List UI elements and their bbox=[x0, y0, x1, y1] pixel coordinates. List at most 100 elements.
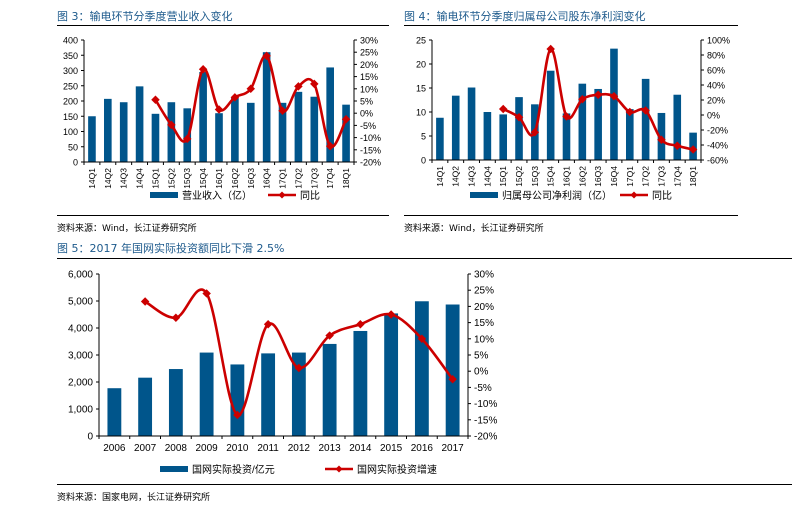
line-marker bbox=[448, 375, 457, 384]
figure-4-title: 图 4：输电环节分季度归属母公司股东净利润变化 bbox=[404, 10, 646, 23]
x-tick-label: 15Q3 bbox=[530, 166, 540, 187]
x-tick-label: 16Q2 bbox=[577, 166, 587, 187]
x-tick-label: 2011 bbox=[257, 443, 279, 454]
y-left-tick-label: 0 bbox=[421, 156, 426, 166]
bar bbox=[278, 102, 287, 162]
line-marker bbox=[202, 289, 211, 298]
bar bbox=[610, 48, 618, 160]
bar bbox=[135, 86, 144, 162]
legend-bar-label: 营业收入（亿） bbox=[182, 189, 252, 202]
bar bbox=[230, 364, 245, 436]
y-right-tick-label: -60% bbox=[707, 156, 728, 166]
bar bbox=[578, 83, 587, 160]
line-marker bbox=[278, 106, 287, 116]
line-marker bbox=[246, 84, 256, 94]
y-right-tick-label: 25% bbox=[360, 48, 378, 58]
y-left-tick-label: 50 bbox=[68, 142, 78, 152]
line-marker bbox=[294, 82, 303, 91]
x-tick-label: 17Q2 bbox=[641, 166, 651, 187]
legend-line-marker bbox=[335, 465, 343, 473]
bar bbox=[262, 52, 271, 163]
y-right-tick-label: 25% bbox=[474, 286, 494, 297]
y-left-tick-label: 20 bbox=[416, 60, 426, 70]
line-series bbox=[144, 288, 454, 417]
bar bbox=[310, 96, 319, 162]
y-right-tick-label: 15% bbox=[474, 318, 494, 329]
legend-line-marker bbox=[630, 191, 638, 199]
line-marker bbox=[151, 95, 160, 105]
x-tick-label: 15Q4 bbox=[546, 166, 556, 187]
bar bbox=[384, 313, 399, 436]
figure-5-top-rule bbox=[57, 258, 792, 259]
bar bbox=[499, 114, 508, 160]
x-tick-label: 15Q4 bbox=[198, 168, 208, 189]
x-tick-label: 18Q1 bbox=[688, 166, 698, 187]
bar bbox=[199, 352, 214, 436]
y-left-tick-label: 4,000 bbox=[68, 324, 93, 335]
x-tick-label: 2013 bbox=[319, 443, 342, 454]
x-tick-label: 16Q1 bbox=[562, 166, 572, 187]
y-right-tick-label: -20% bbox=[360, 158, 381, 168]
legend-line-marker bbox=[278, 191, 286, 199]
y-left-tick-label: 15 bbox=[416, 84, 426, 94]
x-tick-label: 14Q1 bbox=[435, 166, 445, 187]
bar bbox=[167, 102, 176, 162]
bar bbox=[119, 102, 128, 162]
y-right-tick-label: 10% bbox=[360, 84, 378, 94]
x-tick-label: 17Q1 bbox=[278, 168, 288, 189]
figure-4-source: 资料来源：Wind，长江证券研究所 bbox=[404, 224, 544, 234]
x-tick-label: 2009 bbox=[196, 443, 219, 454]
y-right-tick-label: 5% bbox=[360, 97, 373, 107]
bar bbox=[326, 67, 334, 162]
y-right-tick-label: 30% bbox=[360, 36, 378, 46]
y-right-tick-label: -10% bbox=[360, 133, 381, 143]
bar bbox=[104, 98, 112, 162]
figure-3-title: 图 3：输电环节分季度营业收入变化 bbox=[57, 10, 233, 23]
x-tick-label: 14Q4 bbox=[135, 168, 145, 189]
y-right-tick-label: -5% bbox=[474, 383, 492, 394]
bar bbox=[562, 113, 571, 160]
y-right-tick-label: -15% bbox=[474, 415, 497, 426]
bar bbox=[231, 97, 239, 162]
line-marker bbox=[341, 115, 351, 124]
bar bbox=[546, 70, 555, 160]
y-right-tick-label: -20% bbox=[474, 432, 497, 443]
legend-line-label: 同比 bbox=[300, 190, 320, 202]
y-left-tick-label: 100 bbox=[63, 127, 78, 137]
line-marker bbox=[310, 79, 319, 89]
y-left-tick-label: 300 bbox=[63, 66, 78, 76]
legend-line-label: 国网实际投资增速 bbox=[357, 463, 437, 476]
y-right-tick-label: 40% bbox=[707, 81, 725, 91]
bar bbox=[625, 109, 634, 160]
x-tick-label: 14Q2 bbox=[103, 168, 113, 189]
y-right-tick-label: -10% bbox=[474, 399, 497, 410]
y-right-tick-label: 20% bbox=[707, 96, 725, 106]
figure-3-source: 资料来源：Wind，长江证券研究所 bbox=[57, 224, 197, 234]
chart-5: 0 1,000 2,000 3,000 4,000 5,000 6,000 -20% -15% -… bbox=[68, 270, 497, 477]
x-tick-label: 17Q3 bbox=[656, 166, 666, 187]
legend-bar-label: 归属母公司净利润（亿） bbox=[502, 189, 612, 202]
x-tick-label: 2010 bbox=[226, 443, 249, 454]
x-tick-label: 16Q4 bbox=[262, 168, 272, 189]
y-left-tick-label: 5,000 bbox=[68, 297, 93, 308]
figure-5-source: 资料来源：国家电网，长江证券研究所 bbox=[57, 493, 211, 503]
bar bbox=[445, 304, 460, 436]
legend-bar-label: 国网实际投资/亿元 bbox=[192, 463, 275, 476]
y-right-tick-label: 60% bbox=[707, 66, 725, 76]
x-tick-label: 14Q2 bbox=[451, 166, 461, 187]
x-tick-label: 17Q1 bbox=[625, 166, 635, 187]
figure-3-bottom-rule bbox=[57, 215, 389, 216]
x-tick-label: 18Q1 bbox=[341, 168, 351, 189]
y-right-tick-label: -40% bbox=[707, 141, 728, 151]
x-tick-label: 2006 bbox=[103, 443, 126, 454]
x-tick-label: 16Q3 bbox=[246, 168, 256, 189]
legend-bar-swatch bbox=[470, 192, 498, 198]
bar bbox=[673, 94, 682, 160]
line-marker bbox=[263, 319, 273, 329]
x-tick-label: 17Q4 bbox=[672, 166, 682, 187]
y-left-tick-label: 5 bbox=[421, 132, 426, 142]
y-left-tick-label: 200 bbox=[63, 97, 78, 107]
figure-5-bottom-rule bbox=[57, 484, 792, 485]
x-tick-label: 2016 bbox=[411, 443, 434, 454]
